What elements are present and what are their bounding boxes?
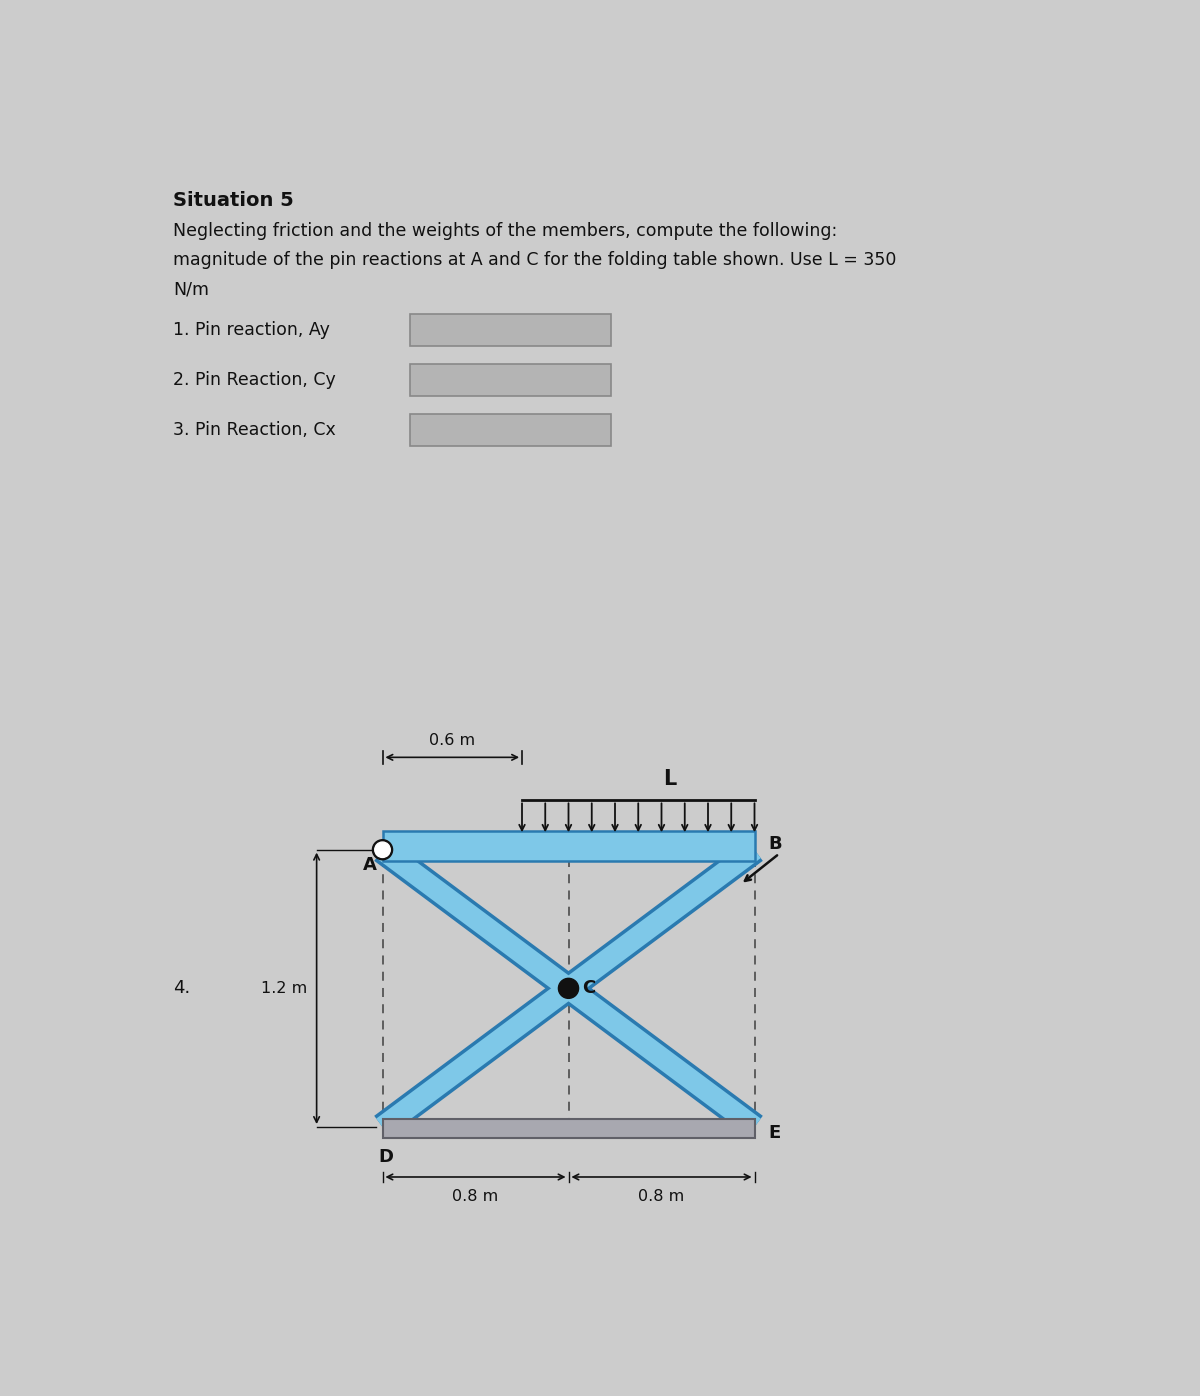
Bar [383,1120,755,1139]
Text: L: L [662,769,676,789]
Circle shape [558,979,578,998]
Text: 0.6 m: 0.6 m [430,733,475,748]
Text: A: A [362,856,377,874]
Text: Situation 5: Situation 5 [173,191,294,211]
Circle shape [372,840,392,860]
Text: B: B [768,835,782,853]
Text: E: E [768,1124,781,1142]
Bar [409,415,611,447]
Text: D: D [379,1149,394,1167]
Text: 0.8 m: 0.8 m [638,1188,685,1203]
Bar [383,831,755,860]
Text: 0.8 m: 0.8 m [452,1188,499,1203]
Text: N/m: N/m [173,281,209,299]
Text: 1. Pin reaction, Ay: 1. Pin reaction, Ay [173,321,330,339]
Text: 4.: 4. [173,980,191,997]
Text: Neglecting friction and the weights of the members, compute the following:: Neglecting friction and the weights of t… [173,222,838,240]
Text: magnitude of the pin reactions at A and C for the folding table shown. Use L = 3: magnitude of the pin reactions at A and … [173,251,896,269]
Circle shape [560,980,576,995]
Circle shape [374,842,390,857]
Text: 3. Pin Reaction, Cx: 3. Pin Reaction, Cx [173,422,336,440]
Bar [409,314,611,346]
Text: 2. Pin Reaction, Cy: 2. Pin Reaction, Cy [173,371,336,389]
Text: 1.2 m: 1.2 m [262,981,307,995]
Text: C: C [582,980,595,997]
Bar [409,364,611,396]
